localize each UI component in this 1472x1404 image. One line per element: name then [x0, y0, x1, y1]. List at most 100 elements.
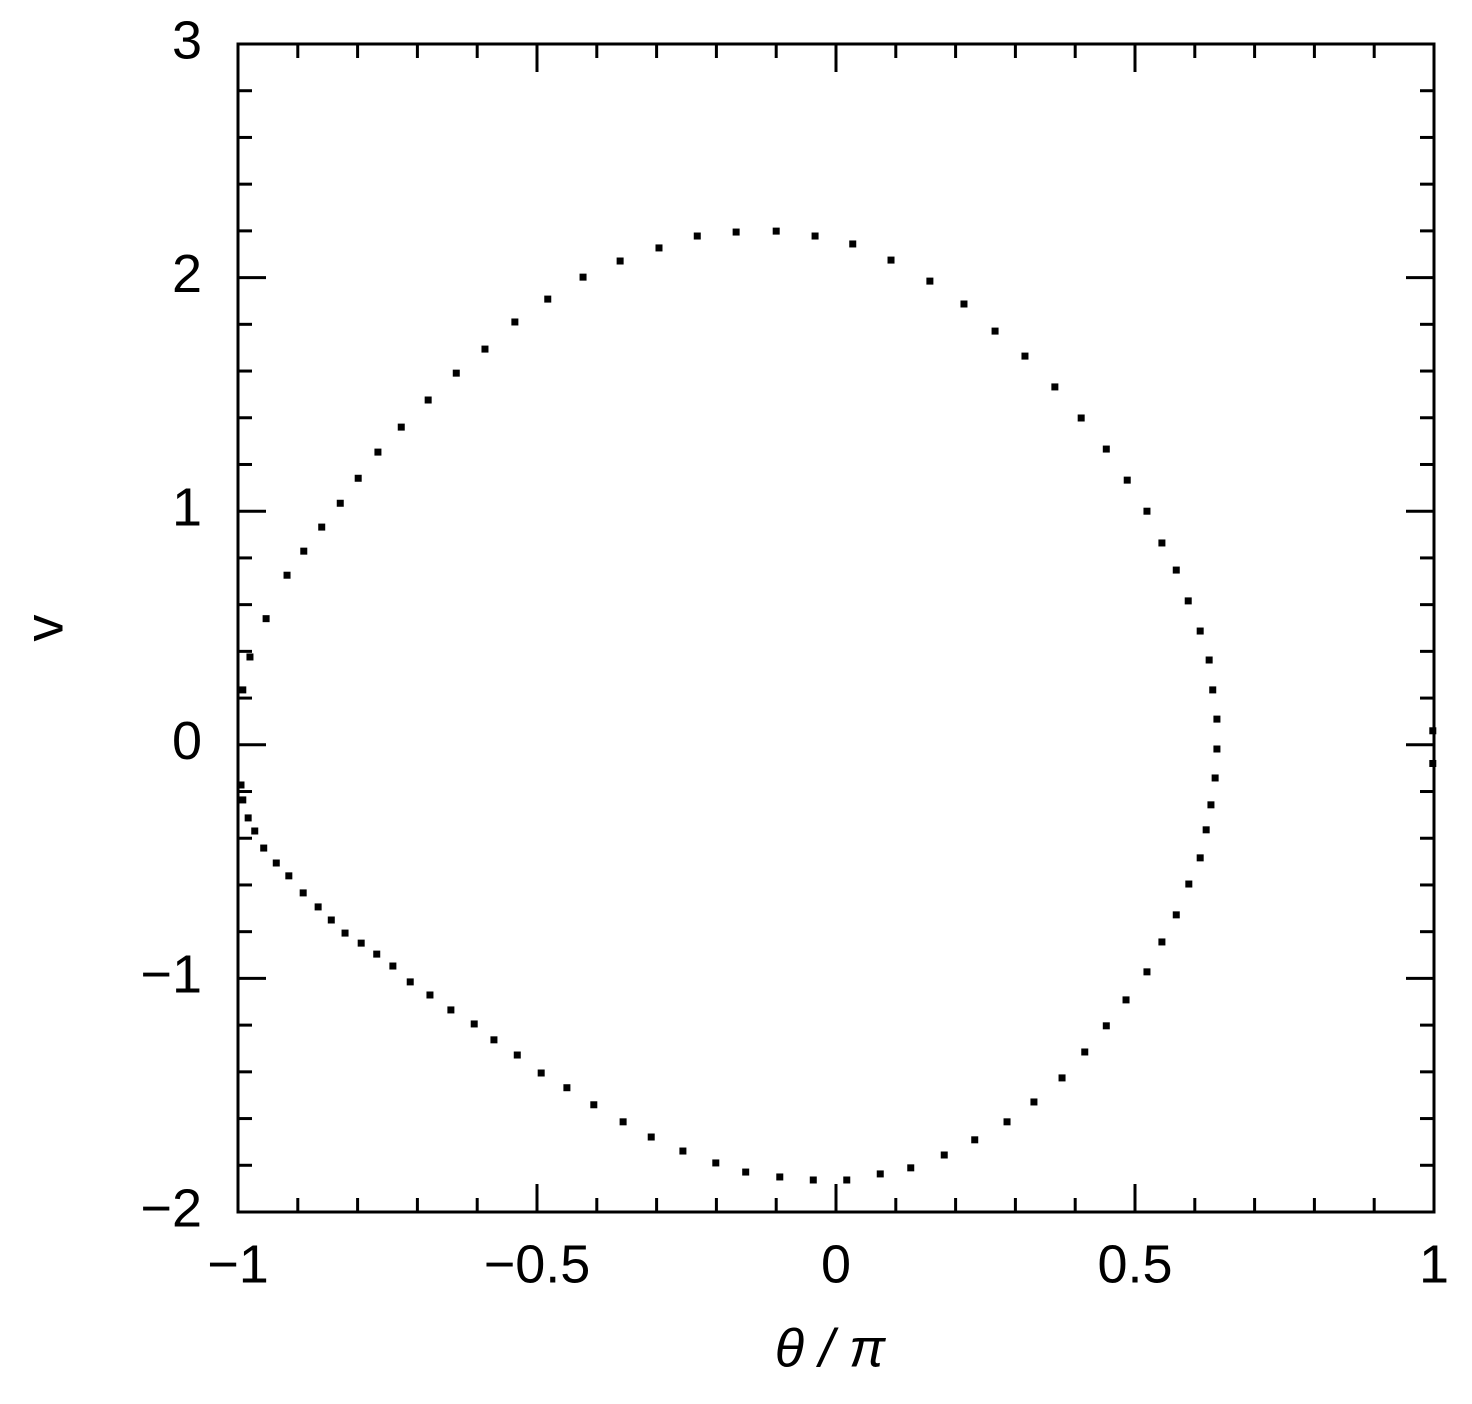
point — [1003, 1118, 1011, 1126]
point — [619, 1118, 627, 1126]
point — [452, 369, 460, 377]
point — [314, 903, 322, 911]
point — [251, 827, 259, 835]
point — [1030, 1098, 1038, 1106]
point — [772, 227, 780, 235]
x-axis-label: θ / π — [775, 1318, 886, 1378]
point — [1122, 996, 1130, 1004]
point — [1202, 826, 1210, 834]
point — [907, 1164, 915, 1172]
point — [537, 1069, 545, 1077]
point — [809, 1176, 817, 1184]
point — [397, 423, 405, 431]
point — [354, 474, 362, 482]
point — [470, 1020, 478, 1028]
point — [1213, 745, 1221, 753]
point — [1209, 686, 1217, 694]
point — [849, 240, 857, 248]
point — [776, 1173, 784, 1181]
point — [424, 396, 432, 404]
point — [1077, 414, 1085, 422]
y-tick-label: −2 — [140, 1178, 202, 1238]
point — [1172, 911, 1180, 919]
point — [971, 1136, 979, 1144]
point — [1213, 715, 1221, 723]
point — [647, 1133, 655, 1141]
y-axis-label: v — [14, 615, 74, 642]
y-tick-label: 0 — [172, 711, 202, 771]
point — [693, 232, 701, 240]
point — [991, 327, 999, 335]
point — [244, 814, 252, 822]
point — [579, 273, 587, 281]
point — [237, 781, 245, 789]
point — [1058, 1074, 1066, 1082]
point — [1205, 656, 1213, 664]
point — [447, 1006, 455, 1014]
point — [1102, 445, 1110, 453]
point — [272, 859, 280, 867]
point — [655, 244, 663, 252]
point — [960, 300, 968, 308]
point — [341, 929, 349, 937]
point — [1143, 507, 1151, 515]
point — [1207, 801, 1215, 809]
point — [336, 499, 344, 507]
x-tick-label: −1 — [207, 1234, 269, 1294]
x-tick-label: −0.5 — [484, 1234, 591, 1294]
point — [511, 318, 519, 326]
point — [732, 228, 740, 236]
point — [1123, 476, 1131, 484]
point — [1196, 627, 1204, 635]
point — [481, 345, 489, 353]
point — [616, 257, 624, 265]
point — [926, 277, 934, 285]
point — [712, 1159, 720, 1167]
point — [513, 1051, 521, 1059]
point — [374, 448, 382, 456]
point — [590, 1101, 598, 1109]
point — [843, 1176, 851, 1184]
y-tick-label: −1 — [140, 945, 202, 1005]
point — [811, 232, 819, 240]
point — [544, 295, 552, 303]
point — [940, 1151, 948, 1159]
point — [239, 686, 247, 694]
point — [239, 796, 247, 804]
point — [679, 1147, 687, 1155]
point — [246, 653, 254, 661]
point — [426, 991, 434, 999]
y-tick-label: 3 — [172, 10, 202, 70]
point — [1021, 352, 1029, 360]
point — [285, 872, 293, 880]
x-tick-label: 0 — [821, 1234, 851, 1294]
point — [262, 615, 270, 623]
point — [283, 571, 291, 579]
point — [1429, 727, 1437, 735]
point — [1102, 1022, 1110, 1030]
x-tick-label: 1 — [1419, 1234, 1449, 1294]
point — [1158, 539, 1166, 547]
point — [406, 978, 414, 986]
plot-frame — [236, 42, 1436, 1214]
point — [1172, 566, 1180, 574]
point — [300, 547, 308, 555]
point — [876, 1170, 884, 1178]
point — [563, 1084, 571, 1092]
point — [1429, 759, 1437, 767]
point — [260, 844, 268, 852]
point — [1211, 774, 1219, 782]
point — [357, 939, 365, 947]
point — [318, 523, 326, 531]
point — [1081, 1048, 1089, 1056]
point — [887, 256, 895, 264]
point — [490, 1036, 498, 1044]
point — [1143, 968, 1151, 976]
point — [1196, 854, 1204, 862]
point — [1184, 597, 1192, 605]
point — [373, 950, 381, 958]
point — [389, 962, 397, 970]
y-tick-label: 2 — [172, 244, 202, 304]
point — [742, 1168, 750, 1176]
